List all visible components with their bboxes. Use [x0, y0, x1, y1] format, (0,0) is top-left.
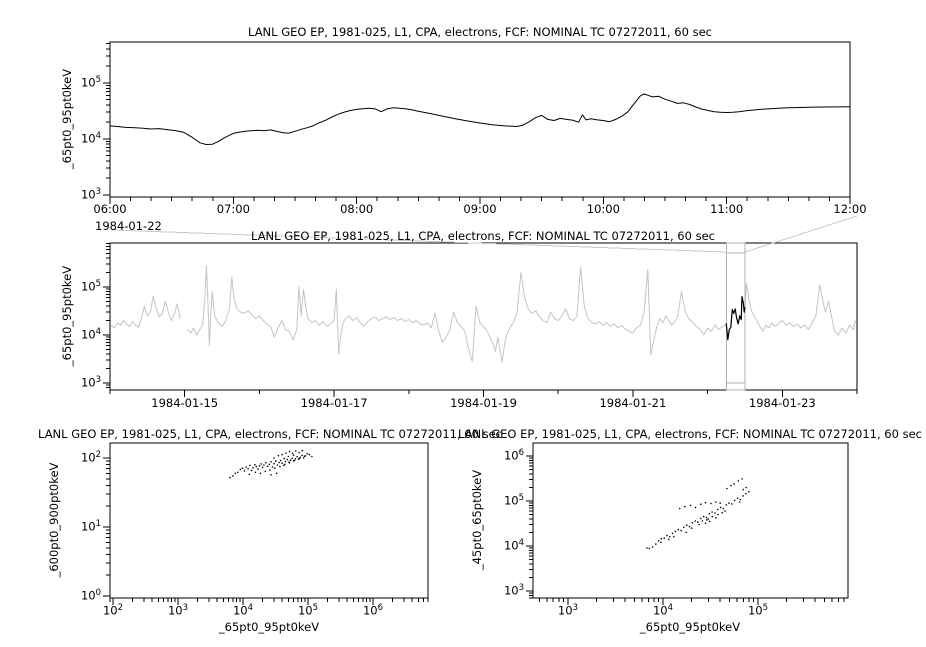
scatter-left-plot-area[interactable]	[109, 442, 429, 599]
scatter-right-y-axis	[526, 455, 533, 599]
overview-y-axis	[103, 243, 110, 389]
overview-x-tick-label: 1984-01-23	[748, 396, 816, 410]
top-x-tick-label: 09:00	[463, 202, 497, 216]
top-x-tick-label: 06:00	[93, 202, 127, 216]
overview-panel-title: LANL GEO EP, 1981-025, L1, CPA, electron…	[251, 229, 715, 243]
scatter-right-x-axis	[538, 598, 845, 605]
scatter-left-y-axis-label: _600pt0_900pt0keV	[47, 462, 61, 578]
top-x-tick-label: 11:00	[710, 202, 744, 216]
scatter-left-y-axis	[103, 457, 110, 597]
top-x-tick-label: 12:00	[833, 202, 867, 216]
top-x-tick-label: 07:00	[216, 202, 250, 216]
top-x-axis	[109, 197, 851, 204]
scatter-left-x-tick-label: 102	[102, 603, 124, 618]
overview-y-tick-label: 103	[80, 375, 101, 390]
scatter-right-x-axis-label: _65pt0_95pt0keV	[639, 620, 741, 634]
scatter-left-x-axis	[109, 598, 429, 605]
scatter-left-title: LANL GEO EP, 1981-025, L1, CPA, electron…	[38, 427, 502, 441]
scatter-right-y-tick-label: 105	[503, 493, 524, 508]
overview-x-tick-label: 1984-01-21	[599, 396, 667, 410]
scatter-left-scatter-points	[229, 449, 313, 479]
overview-highlight-segment	[725, 296, 746, 341]
scatter-right-title: LANL GEO EP, 1981-025, L1, CPA, electron…	[458, 427, 922, 441]
scatter-left-x-tick-label: 105	[297, 603, 319, 618]
scatter-left-y-tick-label: 100	[80, 588, 101, 603]
top-plot-area[interactable]	[109, 41, 851, 198]
overview-x-tick-label: 1984-01-17	[300, 396, 368, 410]
overview-series-line	[111, 295, 181, 329]
scatter-right-x-tick-label: 104	[652, 603, 674, 618]
top-y-tick-label: 103	[80, 186, 101, 202]
scatter-left-x-axis-label: _65pt0_95pt0keV	[218, 620, 320, 634]
top-x-axis-date-label: 1984-01-22	[95, 219, 162, 233]
overview-x-axis	[109, 390, 858, 397]
top-x-tick-label: 08:00	[340, 202, 374, 216]
top-y-tick-label: 104	[80, 130, 101, 146]
scatter-right-y-tick-label: 106	[503, 448, 524, 463]
overview-x-tick-label: 1984-01-19	[450, 396, 517, 410]
scatter-right-x-tick-label: 105	[747, 603, 769, 618]
scatter-right-scatter-points	[646, 478, 750, 550]
top-x-tick-label: 10:00	[586, 202, 620, 216]
overview-series-line	[187, 265, 856, 363]
top-series-line	[109, 93, 851, 145]
scatter-left-y-tick-label: 102	[80, 449, 101, 465]
overview-y-axis-label: _65pt0_95pt0keV	[60, 265, 74, 367]
top-panel-title: LANL GEO EP, 1981-025, L1, CPA, electron…	[248, 25, 712, 39]
context-selection-box[interactable]	[725, 242, 746, 391]
overview-x-tick-label: 1984-01-15	[151, 396, 219, 410]
scatter-right-y-tick-label: 104	[503, 538, 524, 553]
scatter-right-x-tick-label: 103	[557, 603, 578, 618]
top-y-axis-label: _65pt0_95pt0keV	[60, 68, 74, 170]
top-y-axis	[103, 43, 110, 196]
scatter-left-y-tick-label: 101	[80, 519, 101, 534]
overview-y-tick-label: 105	[80, 279, 101, 294]
scatter-left-x-tick-label: 104	[232, 603, 254, 618]
top-y-tick-label: 105	[80, 74, 101, 90]
scatter-left-x-tick-label: 106	[362, 603, 384, 618]
scatter-right-y-axis-label: _45pt0_65pt0keV	[470, 469, 484, 571]
scatter-right-plot-area[interactable]	[532, 442, 849, 599]
overview-y-tick-label: 104	[80, 327, 101, 342]
scatter-left-x-tick-label: 103	[167, 603, 189, 618]
scatter-right-y-tick-label: 103	[503, 582, 524, 598]
